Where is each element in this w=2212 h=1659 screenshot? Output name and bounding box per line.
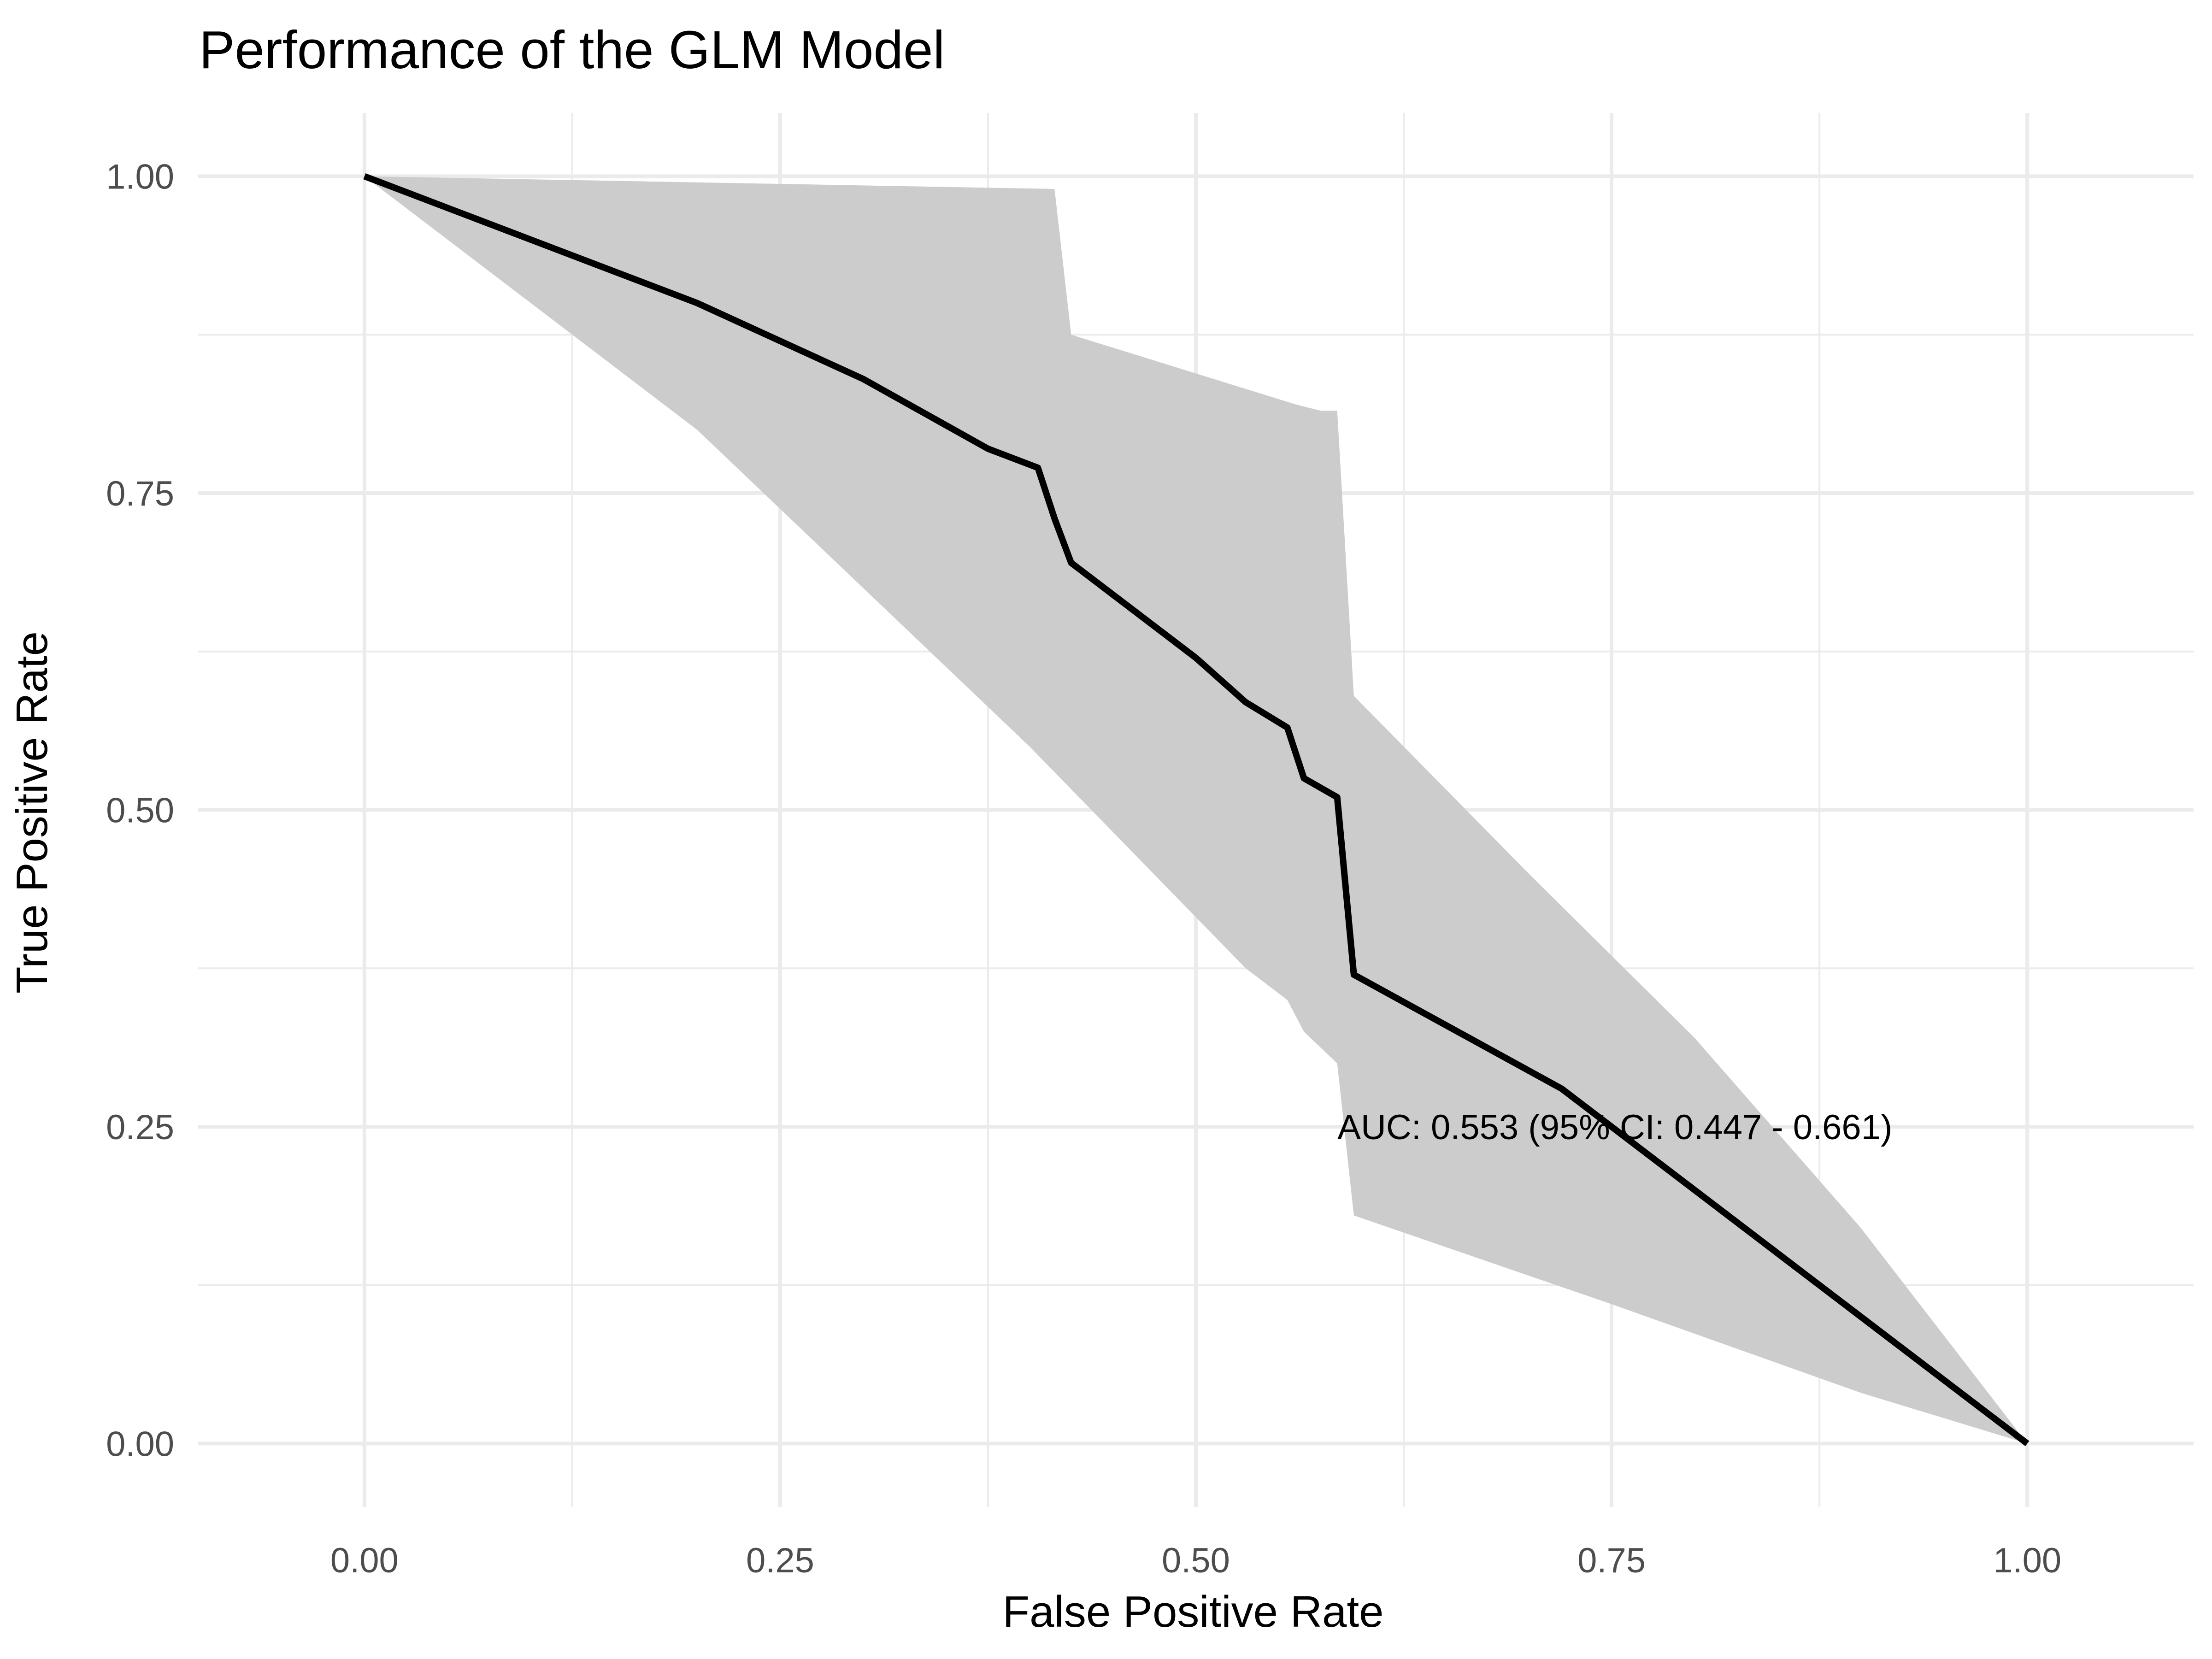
y-tick-label-1: 0.25 <box>106 1108 174 1147</box>
y-tick-label-3: 0.75 <box>106 474 174 513</box>
x-tick-label-1: 0.25 <box>746 1541 814 1580</box>
y-axis-title: True Positive Rate <box>7 631 57 994</box>
y-axis-tick-labels: 0.00 0.25 0.50 0.75 1.00 <box>106 158 174 1464</box>
x-axis-title: False Positive Rate <box>1002 1587 1383 1636</box>
y-tick-label-0: 0.00 <box>106 1425 174 1464</box>
x-axis-tick-labels: 0.00 0.25 0.50 0.75 1.00 <box>330 1541 2061 1580</box>
x-tick-label-4: 1.00 <box>1993 1541 2061 1580</box>
chart-title: Performance of the GLM Model <box>199 20 945 80</box>
x-tick-label-0: 0.00 <box>330 1541 399 1580</box>
y-tick-label-4: 1.00 <box>106 158 174 197</box>
y-tick-label-2: 0.50 <box>106 791 174 830</box>
auc-annotation: AUC: 0.553 (95% CI: 0.447 - 0.661) <box>1337 1108 1892 1147</box>
roc-curve-line <box>363 173 2030 1447</box>
x-tick-label-3: 0.75 <box>1577 1541 1646 1580</box>
x-tick-label-2: 0.50 <box>1162 1541 1230 1580</box>
